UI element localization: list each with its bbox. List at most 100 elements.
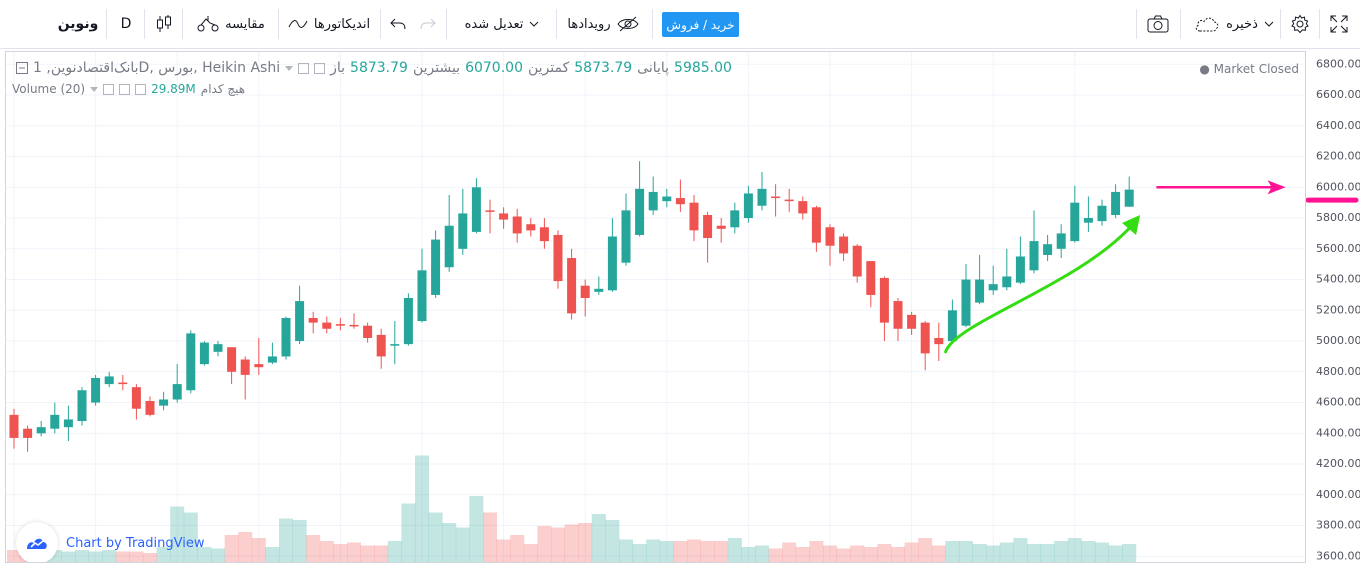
candle bbox=[920, 321, 930, 371]
candle bbox=[934, 322, 944, 362]
volume-bar bbox=[1122, 544, 1137, 562]
candle-body bbox=[703, 214, 713, 239]
candle-body bbox=[104, 376, 114, 385]
candle-body bbox=[308, 317, 318, 323]
chart-pane[interactable]: بانک‌اقتصادنوین, 1D, بورس, Heikin Ashi ب… bbox=[5, 51, 1306, 563]
undo-icon bbox=[390, 18, 406, 30]
chevron-down-icon[interactable] bbox=[90, 86, 99, 92]
price-tick-label: 6000.00 bbox=[1316, 180, 1360, 193]
events-button[interactable]: رویدادها bbox=[562, 9, 644, 39]
volume-bar bbox=[931, 545, 946, 562]
candle-body bbox=[1029, 241, 1039, 271]
chart-type-button[interactable] bbox=[152, 9, 176, 39]
symbol-search-button[interactable]: ونوین bbox=[57, 16, 99, 32]
settings-button[interactable] bbox=[1287, 9, 1313, 39]
candle bbox=[675, 179, 685, 212]
candle bbox=[471, 178, 481, 234]
toolbar-divider bbox=[1180, 9, 1181, 39]
price-tick-label: 4000.00 bbox=[1316, 488, 1360, 501]
watermark-text: Chart by TradingView bbox=[66, 535, 205, 551]
price-tick-label: 5400.00 bbox=[1316, 273, 1360, 286]
candle-body bbox=[730, 210, 740, 228]
candle bbox=[1111, 184, 1121, 219]
candle bbox=[159, 391, 169, 411]
visibility-icon[interactable] bbox=[103, 83, 115, 95]
indicators-button[interactable]: اندیکاتورها bbox=[283, 9, 375, 39]
volume-bar bbox=[428, 512, 443, 562]
candle bbox=[662, 188, 672, 208]
candle-body bbox=[335, 324, 345, 326]
candle-body bbox=[240, 359, 250, 375]
fullscreen-button[interactable] bbox=[1326, 9, 1352, 39]
volume-bar bbox=[170, 506, 185, 562]
candle bbox=[1070, 185, 1080, 243]
candle bbox=[308, 311, 318, 334]
volume-bar bbox=[360, 545, 375, 562]
volume-bar bbox=[442, 523, 457, 562]
volume-bar bbox=[999, 542, 1014, 562]
price-tick-label: 3600.00 bbox=[1316, 549, 1360, 562]
candle bbox=[254, 337, 264, 375]
chevron-down-icon[interactable] bbox=[285, 65, 294, 71]
volume-title: Volume (20) bbox=[12, 82, 86, 96]
candle bbox=[376, 328, 386, 369]
volume-bar bbox=[564, 524, 579, 562]
redo-button[interactable] bbox=[418, 9, 438, 39]
interval-button[interactable]: D bbox=[120, 16, 132, 32]
candle-body bbox=[458, 213, 468, 249]
save-label: ذخیره bbox=[1226, 16, 1258, 32]
candle bbox=[458, 188, 468, 255]
candle bbox=[866, 261, 876, 308]
candle-body bbox=[1015, 256, 1025, 283]
price-chart[interactable] bbox=[6, 52, 1306, 563]
candle bbox=[743, 185, 753, 223]
candle bbox=[267, 342, 277, 365]
compare-button[interactable]: مقایسه bbox=[188, 9, 274, 39]
candle bbox=[947, 299, 957, 343]
price-axis[interactable]: 3600.00 3800.00 4000.00 4200.00 4400.00 4600.… bbox=[1306, 51, 1360, 563]
candle-body bbox=[580, 285, 590, 299]
candle bbox=[1029, 210, 1039, 274]
candle-body bbox=[811, 207, 821, 243]
candle bbox=[825, 224, 835, 266]
top-toolbar: ونوین D مقایسه اندیکاتورها تعدیل شده روی… bbox=[0, 0, 1360, 49]
volume-bar bbox=[102, 550, 117, 562]
save-dropdown[interactable]: ذخیره bbox=[1188, 9, 1280, 39]
candle-body bbox=[431, 239, 441, 295]
candle bbox=[988, 265, 998, 295]
candle-body bbox=[199, 342, 209, 365]
candle-body bbox=[567, 258, 577, 314]
tradingview-watermark[interactable]: Chart by TradingView bbox=[16, 522, 205, 562]
undo-button[interactable] bbox=[388, 9, 408, 39]
candle-body bbox=[771, 196, 781, 199]
collapse-icon[interactable] bbox=[16, 62, 28, 74]
remove-icon[interactable] bbox=[135, 83, 147, 95]
candle-body bbox=[172, 384, 182, 400]
candle bbox=[553, 230, 563, 289]
settings-small-icon[interactable] bbox=[314, 62, 326, 74]
candle-body bbox=[716, 225, 726, 229]
candle-body bbox=[9, 414, 19, 438]
candle bbox=[281, 316, 291, 360]
candle-body bbox=[934, 337, 944, 345]
buy-sell-button[interactable]: خرید / فروش bbox=[662, 12, 739, 37]
visibility-icon[interactable] bbox=[298, 62, 310, 74]
volume-bar bbox=[578, 523, 593, 562]
volume-bar bbox=[945, 541, 960, 562]
volume-bar bbox=[591, 514, 606, 562]
screenshot-button[interactable] bbox=[1145, 9, 1171, 39]
adjustment-dropdown[interactable]: تعدیل شده bbox=[456, 9, 548, 39]
candle-body bbox=[295, 301, 305, 342]
candle-body bbox=[485, 210, 495, 212]
candle-body bbox=[526, 224, 536, 231]
settings-small-icon[interactable] bbox=[119, 83, 131, 95]
price-tick-label: 4600.00 bbox=[1316, 396, 1360, 409]
candle-body bbox=[1083, 218, 1093, 223]
indicators-label: اندیکاتورها bbox=[313, 16, 371, 32]
annotation-trend-arrow-head bbox=[1122, 214, 1141, 235]
candle bbox=[635, 161, 645, 237]
volume-bar bbox=[224, 535, 239, 562]
volume-bar bbox=[1095, 542, 1109, 562]
candle bbox=[1124, 176, 1134, 207]
candle bbox=[539, 218, 549, 249]
